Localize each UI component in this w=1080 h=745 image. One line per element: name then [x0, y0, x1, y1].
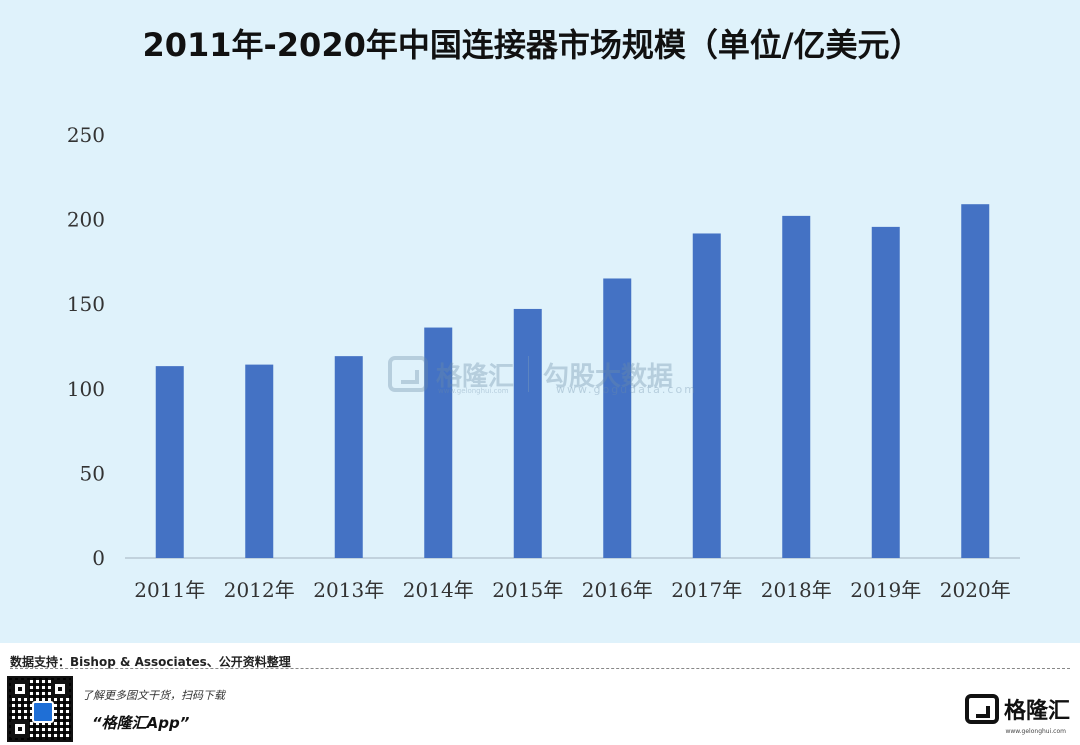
- bars-group: [155, 204, 990, 558]
- data-source: 数据支持：Bishop & Associates、公开资料整理: [10, 655, 291, 669]
- qr-finder-bottom-left: [11, 720, 29, 738]
- qr-finder-top-right: [51, 680, 69, 698]
- axis-group: 0 50 100 150 200 250: [67, 123, 1020, 570]
- watermark-separator: [528, 356, 530, 392]
- chart-title: 2011年-2020年中国连接器市场规模（单位/亿美元）: [142, 26, 921, 64]
- bar: [961, 204, 990, 558]
- y-tick-label: 0: [92, 546, 105, 570]
- x-tick-label: 2019年: [850, 578, 921, 602]
- footer: 数据支持：Bishop & Associates、公开资料整理 了解更多图文干货…: [0, 643, 1080, 745]
- gelonghui-logo-icon: [964, 694, 999, 724]
- footer-brand-url: www.gelonghui.com: [1005, 728, 1066, 735]
- bar: [692, 233, 721, 558]
- x-tick-label: 2014年: [403, 578, 474, 602]
- watermark-brand: 格隆汇: [436, 361, 515, 392]
- x-tick-label: 2015年: [492, 578, 563, 602]
- watermark-partner: 勾股大数据: [543, 361, 674, 392]
- x-tick-label: 2013年: [313, 578, 384, 602]
- watermark-partner-url: www.gogudata.com: [556, 383, 697, 396]
- bar: [424, 327, 453, 558]
- footer-brand: 格隆汇: [964, 693, 1070, 725]
- bar: [155, 366, 184, 558]
- footer-brand-name: 格隆汇: [1003, 699, 1070, 724]
- x-tick-label: 2011年: [134, 578, 205, 602]
- y-tick-label: 50: [80, 461, 105, 485]
- bar: [334, 356, 363, 558]
- x-tick-label: 2018年: [761, 578, 832, 602]
- x-tick-label: 2012年: [224, 578, 295, 602]
- y-tick-label: 250: [67, 123, 105, 147]
- x-tick-label: 2016年: [582, 578, 653, 602]
- y-tick-label: 100: [67, 377, 105, 401]
- labels-group: 2011年 2012年 2013年 2014年 2015年 2016年 2017年 2018年…: [134, 578, 1010, 602]
- gelonghui-watermark-logo-icon: [388, 356, 428, 392]
- footer-divider: [10, 668, 1070, 669]
- qr-finder-top-left: [11, 680, 29, 698]
- y-tick-label: 200: [67, 208, 105, 232]
- watermark-brand-url: www.gelonghui.com: [438, 387, 509, 395]
- y-tick-label: 150: [67, 292, 105, 316]
- qr-code-icon[interactable]: [7, 676, 73, 742]
- bar: [782, 215, 811, 558]
- bar: [245, 364, 274, 558]
- bar-chart: 2011年-2020年中国连接器市场规模（单位/亿美元） 0 50 100 150 20…: [67, 26, 1020, 602]
- x-tick-label: 2020年: [940, 578, 1011, 602]
- bar: [603, 278, 632, 558]
- bar: [871, 226, 900, 558]
- x-tick-label: 2017年: [671, 578, 742, 602]
- watermark: 格隆汇 勾股大数据: [388, 352, 673, 396]
- qr-center-logo-icon: [32, 701, 54, 723]
- promo-line-2: “格隆汇App”: [92, 714, 190, 732]
- promo-line-1: 了解更多图文干货，扫码下载: [82, 689, 225, 702]
- bar: [513, 308, 542, 558]
